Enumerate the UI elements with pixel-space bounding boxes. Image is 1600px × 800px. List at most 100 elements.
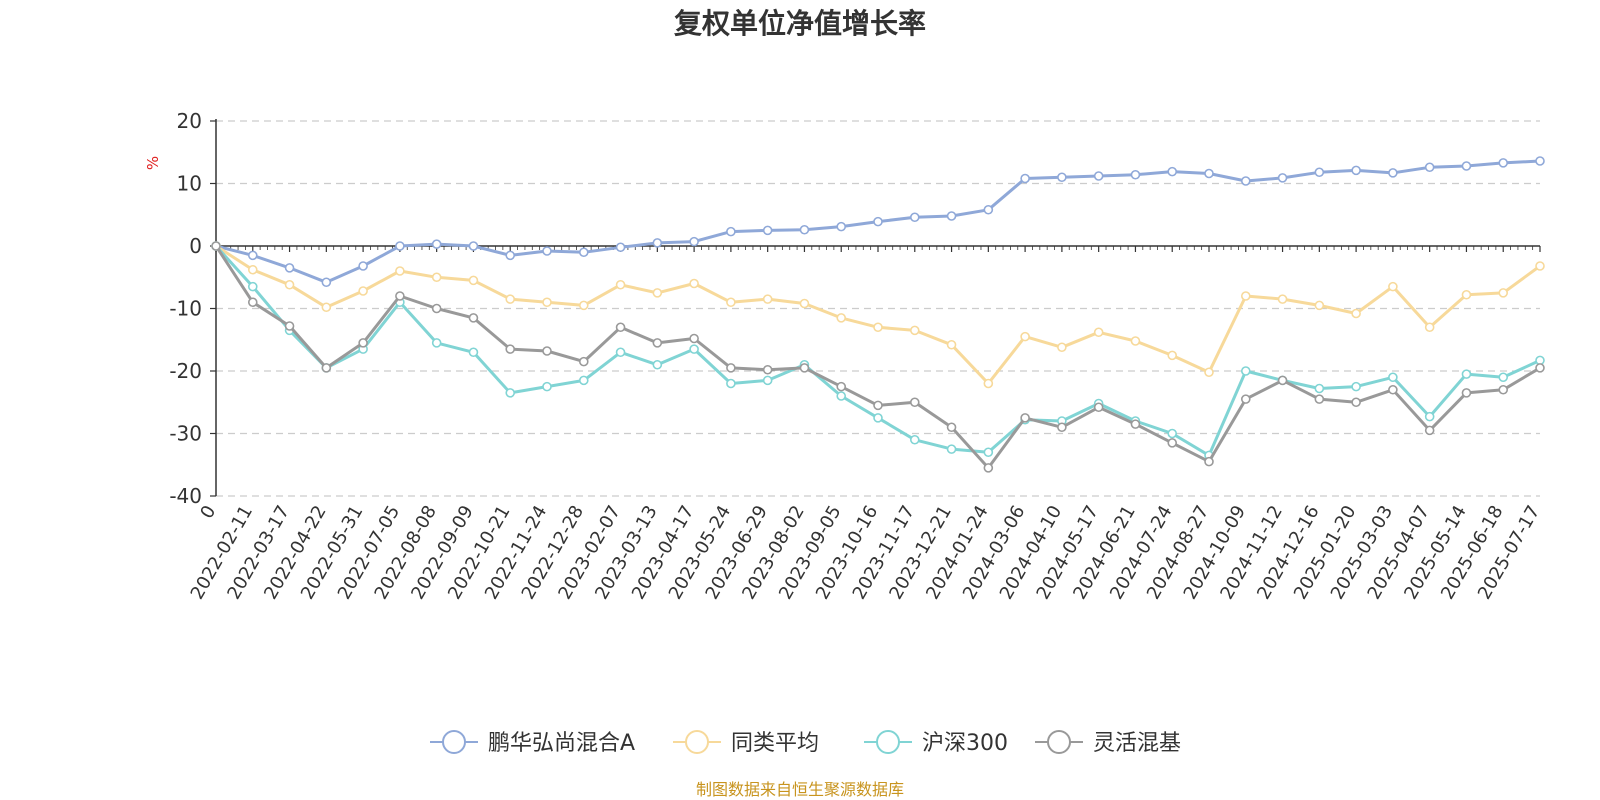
data-point [321,302,332,313]
data-point [1424,425,1435,436]
y-tick-label: -30 [169,422,202,446]
data-point [284,263,295,273]
series-line-3 [214,245,1541,470]
data-point [652,238,663,248]
y-tick-label: 20 [177,109,202,133]
data-point [468,241,479,251]
data-point [1240,394,1251,404]
data-point [836,381,847,392]
legend-item[interactable]: 灵活混基 [1035,730,1181,756]
data-point [983,204,994,215]
data-point [1351,165,1361,176]
data-point [1240,366,1251,376]
data-point [321,363,332,373]
data-point [946,422,957,433]
data-point [1204,367,1214,378]
data-point [1498,158,1509,168]
data-point [652,288,663,298]
data-point [762,294,773,304]
data-point [542,346,552,356]
y-tick-label: -10 [169,297,202,321]
data-point [1057,342,1067,353]
data-point [762,364,773,375]
data-point [836,391,847,401]
data-point [1535,261,1545,271]
data-point [652,338,663,348]
data-point [1314,300,1325,311]
data-point [542,297,552,308]
data-point [505,344,516,354]
data-point [1204,456,1214,467]
data-point [873,322,883,333]
data-point [505,294,516,304]
data-point [578,300,589,311]
data-point [1314,383,1325,394]
data-point [1277,294,1288,304]
data-point [578,375,589,386]
legend-item[interactable]: 同类平均 [673,730,819,756]
data-point [1351,308,1361,319]
series-line-1 [215,244,1541,385]
data-point [468,275,479,286]
data-point [1535,363,1545,373]
data-point [1388,168,1398,178]
data-point [1130,169,1141,180]
data-point [615,279,626,290]
data-point [1057,422,1067,433]
legend-marker [685,730,709,754]
y-axis: 20 10 0 -10 -20 -30 -40 [169,109,217,508]
legend-item[interactable]: 鹏华弘尚混合A [430,730,635,756]
data-point [726,297,736,308]
data-point [946,211,957,221]
data-point [431,239,442,249]
legend-label: 鹏华弘尚混合A [488,731,635,756]
data-point [358,261,368,271]
data-point [946,444,957,454]
data-point [431,303,442,314]
data-point [1461,289,1472,300]
data-point [909,325,920,336]
data-point [284,279,295,290]
data-point [799,298,810,309]
y-tick-label: 10 [177,172,202,196]
legend-marker [442,730,466,754]
data-point [578,356,589,367]
data-point [468,313,479,323]
data-point [909,397,920,408]
data-point [615,242,626,253]
data-point [1093,327,1104,338]
legend-marker [1047,730,1071,754]
data-point [1424,411,1435,422]
data-point [395,291,405,301]
data-point [1240,176,1251,186]
data-point [431,338,442,348]
legend-label: 同类平均 [731,731,819,756]
data-point [1167,428,1178,439]
data-point [836,221,847,232]
data-point [431,272,442,283]
data-point [726,226,736,237]
data-point [1351,381,1361,392]
legend-label: 沪深300 [922,731,1008,756]
data-point [983,447,994,458]
legend-item[interactable]: 沪深300 [864,730,1008,756]
data-point [358,338,368,348]
data-point [1388,372,1398,383]
data-point [909,434,920,445]
data-point [615,347,626,358]
y-tick-label: -20 [169,359,202,383]
data-point [1351,397,1361,408]
data-point [799,363,810,373]
data-source-note: 制图数据来自恒生聚源数据库 [696,780,904,799]
data-point [542,246,552,256]
data-point [1498,372,1509,383]
data-point [946,339,957,350]
data-point [1388,384,1398,395]
data-point [909,212,920,223]
data-point [1277,375,1288,386]
y-axis-unit: % [144,156,162,170]
chart-title: 复权单位净值增长率 [674,7,926,40]
data-point [1461,369,1472,379]
data-point [1498,288,1509,298]
data-point [1388,281,1398,292]
